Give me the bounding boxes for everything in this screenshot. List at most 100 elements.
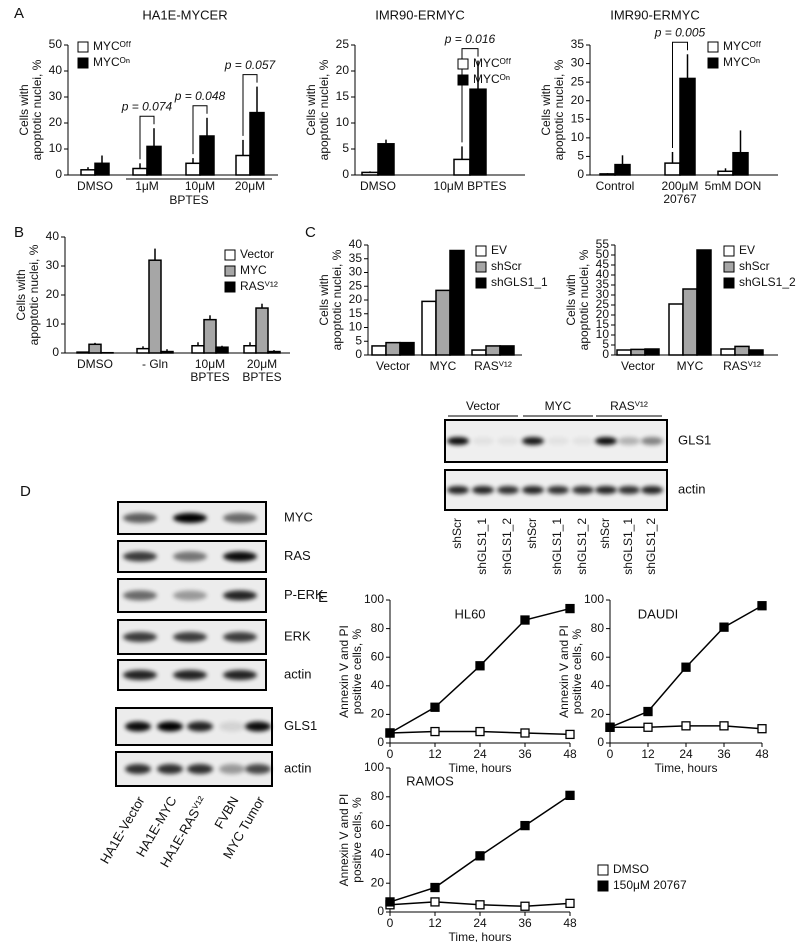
legend-swatch xyxy=(77,57,89,69)
bar xyxy=(377,143,395,176)
legend-swatch xyxy=(597,880,609,892)
blot-row-label: ERK xyxy=(284,628,311,643)
y-tick-label: 15 xyxy=(596,317,610,331)
y-axis-label: positive cells, % xyxy=(570,628,584,714)
bar xyxy=(160,350,174,354)
band xyxy=(157,721,183,732)
y-tick-label: 20 xyxy=(371,707,385,721)
y-axis-label: positive cells, % xyxy=(350,797,364,883)
band xyxy=(618,437,640,445)
marker xyxy=(565,603,575,614)
x-tick-label: DMSO xyxy=(77,179,113,193)
y-tick-label: 40 xyxy=(46,229,60,243)
y-tick-label: 55 xyxy=(596,237,610,251)
y-tick-label: 0 xyxy=(377,904,384,918)
y-tick-label: 10 xyxy=(349,320,363,334)
x-tick-label: 1μM xyxy=(135,179,159,193)
y-tick-label: 35 xyxy=(349,251,363,265)
bar xyxy=(148,259,162,354)
y-axis-label: Annexin V and PI xyxy=(557,625,571,718)
x-tick-label: 0 xyxy=(387,916,394,930)
band xyxy=(245,764,271,774)
bar xyxy=(235,154,251,176)
band xyxy=(497,437,519,445)
chart-title: HA1E-MYCER xyxy=(142,7,227,22)
x-tick-label: BPTES xyxy=(242,370,281,384)
legend-swatch xyxy=(597,864,609,876)
band xyxy=(173,551,207,562)
band xyxy=(595,486,617,494)
y-tick-label: 0 xyxy=(52,345,59,359)
bar xyxy=(249,111,265,176)
p-value: p = 0.074 xyxy=(121,99,173,113)
blot-lane-label: shGLS1_2 xyxy=(575,518,589,575)
x-tick-label: 24 xyxy=(473,916,487,930)
x-tick-label: 200μM xyxy=(662,179,699,193)
legend-swatch xyxy=(224,265,236,277)
y-tick-label: 0 xyxy=(342,167,349,181)
y-tick-label: 80 xyxy=(591,621,605,635)
band xyxy=(125,721,151,732)
y-tick-label: 0 xyxy=(355,347,362,361)
band xyxy=(123,670,157,680)
x-tick-label: MYC xyxy=(677,359,704,373)
band xyxy=(223,551,257,562)
bar xyxy=(136,347,150,354)
legend-swatch xyxy=(457,58,469,70)
chart-title: IMR90-ERMYC xyxy=(375,7,465,22)
y-tick-label: 25 xyxy=(349,278,363,292)
y-tick-label: 30 xyxy=(571,56,585,70)
y-tick-label: 0 xyxy=(602,347,609,361)
legend-label: shScr xyxy=(739,259,770,273)
panel-label: A xyxy=(14,5,24,22)
band xyxy=(123,551,157,562)
y-tick-label: 30 xyxy=(349,265,363,279)
y-axis-label: Cells with xyxy=(564,274,578,325)
band xyxy=(223,632,257,642)
blot-group-label: RASⱽ¹² xyxy=(610,399,648,413)
legend-swatch xyxy=(224,249,236,261)
band xyxy=(123,590,157,601)
x-axis-label: Time, hours xyxy=(449,761,512,775)
legend-label: shScr xyxy=(491,259,522,273)
band xyxy=(223,590,257,601)
significance-bracket xyxy=(672,41,688,148)
bar xyxy=(146,145,162,176)
y-tick-label: 40 xyxy=(349,237,363,251)
legend-swatch xyxy=(707,57,719,69)
y-tick-label: 35 xyxy=(596,277,610,291)
x-tick-label: Vector xyxy=(376,359,410,373)
significance-bracket xyxy=(461,48,479,143)
bar xyxy=(732,151,749,176)
bar xyxy=(679,77,696,176)
y-axis-label: apoptotic nuclei, % xyxy=(552,59,566,160)
band xyxy=(447,486,469,494)
y-axis-label: Cells with xyxy=(304,84,318,135)
y-tick-label: 20 xyxy=(591,707,605,721)
band xyxy=(223,513,257,523)
legend-swatch xyxy=(475,277,487,289)
y-tick-label: 20 xyxy=(371,875,385,889)
y-tick-label: 80 xyxy=(371,621,385,635)
x-tick-label: 48 xyxy=(563,747,577,761)
legend-swatch xyxy=(475,261,487,273)
band xyxy=(125,764,151,774)
y-tick-label: 40 xyxy=(371,847,385,861)
y-tick-label: 20 xyxy=(49,115,63,129)
chart-title: RAMOS xyxy=(406,773,454,788)
legend-label: shGLS1_1 xyxy=(491,275,548,289)
marker xyxy=(757,601,767,611)
marker xyxy=(430,897,440,907)
x-tick-label: 12 xyxy=(428,747,442,761)
y-tick-label: 30 xyxy=(46,258,60,272)
chart-title: DAUDI xyxy=(638,606,678,621)
band xyxy=(447,437,469,445)
x-tick-label: - Gln xyxy=(142,357,168,371)
bar xyxy=(132,167,148,176)
x-tick-label: Vector xyxy=(621,359,655,373)
x-tick-label: 48 xyxy=(755,747,769,761)
x-tick-label: RASⱽ¹² xyxy=(474,359,512,373)
y-tick-label: 5 xyxy=(577,149,584,163)
y-tick-label: 100 xyxy=(364,760,384,774)
